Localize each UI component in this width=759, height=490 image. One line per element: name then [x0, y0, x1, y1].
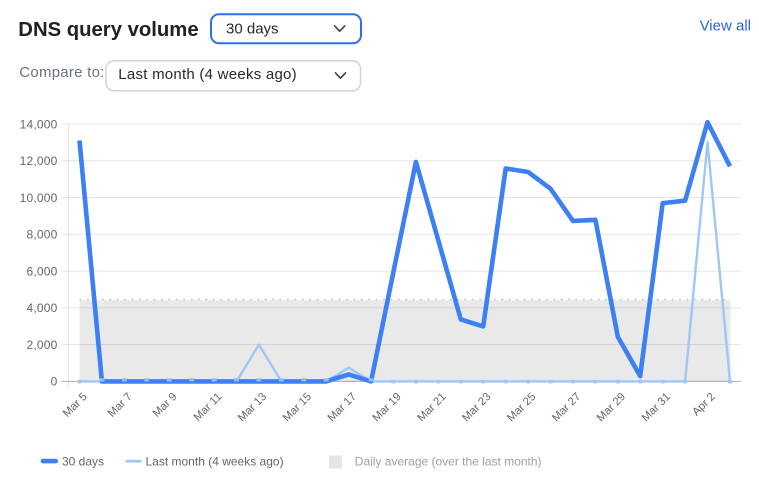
- svg-text:6,000: 6,000: [26, 264, 57, 278]
- svg-text:0: 0: [51, 375, 58, 389]
- svg-text:2,000: 2,000: [26, 338, 57, 352]
- svg-text:Last month (4 weeks ago): Last month (4 weeks ago): [146, 455, 284, 469]
- svg-text:DNS query volume: DNS query volume: [18, 19, 198, 41]
- svg-text:30 days: 30 days: [226, 20, 279, 37]
- svg-text:View all: View all: [700, 18, 751, 35]
- svg-text:8,000: 8,000: [26, 228, 57, 242]
- svg-text:14,000: 14,000: [20, 117, 58, 131]
- svg-text:10,000: 10,000: [20, 191, 58, 205]
- svg-text:30 days: 30 days: [62, 455, 104, 469]
- svg-text:12,000: 12,000: [20, 154, 58, 168]
- svg-text:Daily average (over the last m: Daily average (over the last month): [355, 455, 542, 469]
- svg-text:Last month (4 weeks ago): Last month (4 weeks ago): [118, 66, 297, 83]
- svg-text:4,000: 4,000: [26, 301, 57, 315]
- svg-text:Compare to:: Compare to:: [19, 64, 104, 81]
